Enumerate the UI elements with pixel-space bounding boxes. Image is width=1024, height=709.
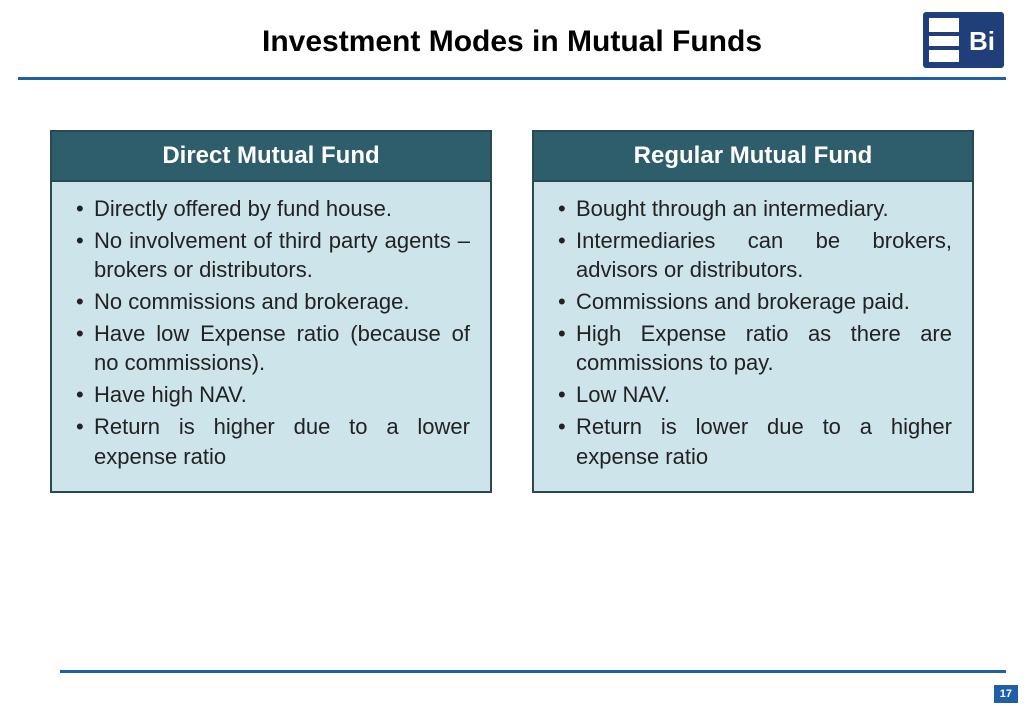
list-item: Return is lower due to a higher expense … [554,412,952,471]
card-body-regular: Bought through an intermediary. Intermed… [534,182,972,491]
bullet-list: Bought through an intermediary. Intermed… [554,194,952,471]
list-item: Intermediaries can be brokers, advisors … [554,226,952,285]
list-item: Have high NAV. [72,380,470,410]
card-direct: Direct Mutual Fund Directly offered by f… [50,130,492,493]
card-regular: Regular Mutual Fund Bought through an in… [532,130,974,493]
list-item: Have low Expense ratio (because of no co… [72,319,470,378]
content-row: Direct Mutual Fund Directly offered by f… [0,80,1024,493]
list-item: Low NAV. [554,380,952,410]
list-item: Bought through an intermediary. [554,194,952,224]
list-item: No involvement of third party agents – b… [72,226,470,285]
list-item: No commissions and brokerage. [72,287,470,317]
list-item: Directly offered by fund house. [72,194,470,224]
sebi-logo-icon: Bi [921,10,1006,70]
card-header-direct: Direct Mutual Fund [52,132,490,182]
bullet-list: Directly offered by fund house. No invol… [72,194,470,471]
list-item: Commissions and brokerage paid. [554,287,952,317]
list-item: High Expense ratio as there are commissi… [554,319,952,378]
footer-divider [60,670,1006,673]
card-header-regular: Regular Mutual Fund [534,132,972,182]
svg-text:Bi: Bi [969,26,995,56]
page-title: Investment Modes in Mutual Funds [40,25,984,59]
list-item: Return is higher due to a lower expense … [72,412,470,471]
slide-header: Investment Modes in Mutual Funds Bi [0,0,1024,59]
page-number-badge: 17 [994,685,1018,703]
card-body-direct: Directly offered by fund house. No invol… [52,182,490,491]
